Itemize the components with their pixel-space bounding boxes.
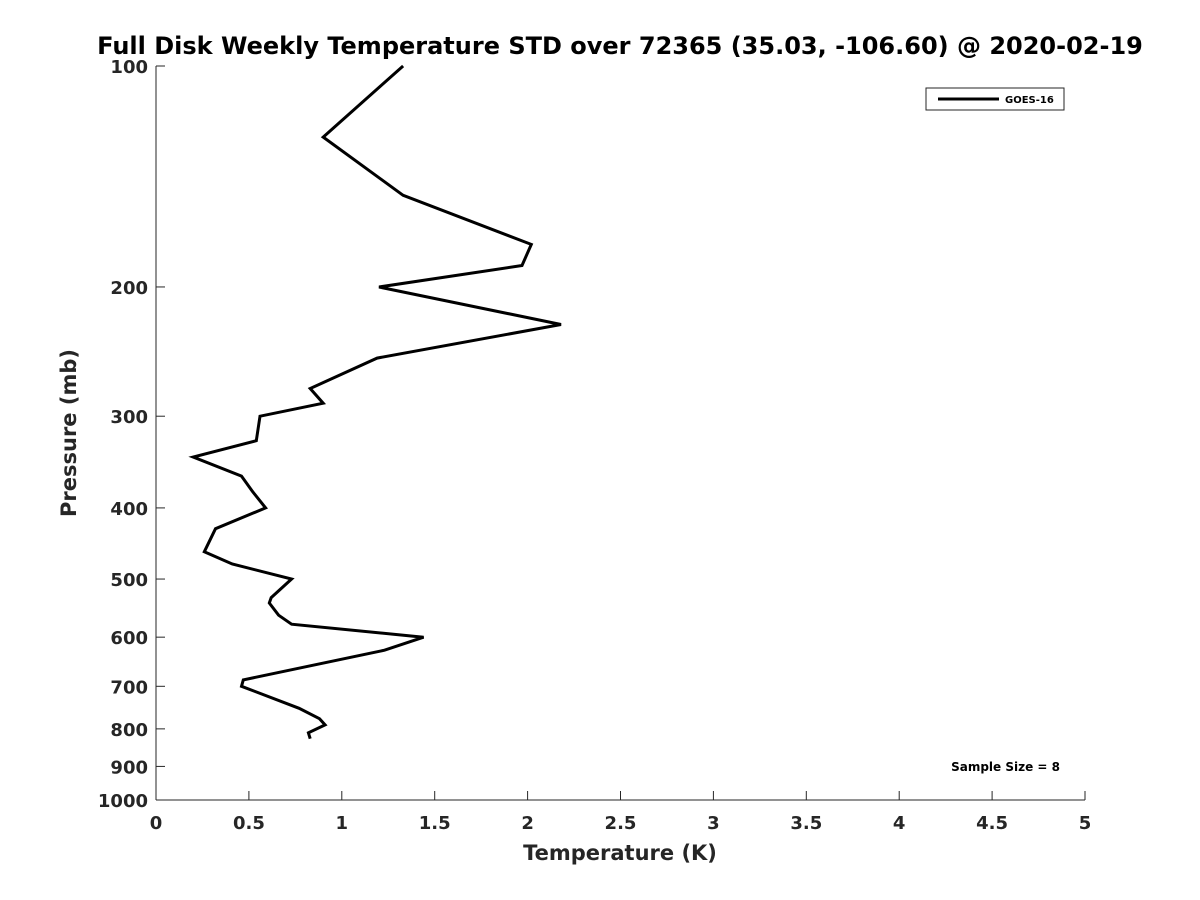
y-tick-label: 800 xyxy=(110,720,148,741)
x-tick-label: 3 xyxy=(707,813,720,834)
chart-title: Full Disk Weekly Temperature STD over 72… xyxy=(97,32,1143,60)
x-tick-label: 1.5 xyxy=(419,813,451,834)
x-tick-label: 2.5 xyxy=(605,813,637,834)
sample-size-annotation: Sample Size = 8 xyxy=(951,760,1060,774)
y-tick-label: 1000 xyxy=(98,791,148,812)
y-tick-label: 900 xyxy=(110,757,148,778)
y-tick-label: 300 xyxy=(110,407,148,428)
x-tick-label: 4.5 xyxy=(976,813,1008,834)
legend: GOES-16 xyxy=(925,87,1065,111)
x-tick-label: 0.5 xyxy=(233,813,265,834)
y-tick-label: 700 xyxy=(110,677,148,698)
y-axis-ticks: 100 200 300 400 500 600 700 800 900 1000 xyxy=(98,57,165,812)
x-axis-label: Temperature (K) xyxy=(523,841,717,865)
series-layer xyxy=(188,64,562,740)
x-tick-label: 3.5 xyxy=(790,813,822,834)
x-tick-label: 0 xyxy=(150,813,163,834)
y-tick-label: 100 xyxy=(110,57,148,78)
x-tick-label: 1 xyxy=(336,813,349,834)
y-tick-label: 500 xyxy=(110,570,148,591)
y-tick-label: 400 xyxy=(110,499,148,520)
x-axis-ticks: 0 0.5 1 1.5 2 2.5 3 3.5 4 4.5 5 xyxy=(150,791,1092,834)
plot-area: 0 0.5 1 1.5 2 2.5 3 3.5 4 4.5 5 100 200 300 400 500 600… xyxy=(98,57,1091,834)
x-tick-label: 2 xyxy=(521,813,534,834)
x-tick-label: 5 xyxy=(1079,813,1092,834)
y-axis-label: Pressure (mb) xyxy=(57,349,81,517)
y-tick-label: 600 xyxy=(110,628,148,649)
y-tick-label: 200 xyxy=(110,278,148,299)
x-tick-label: 4 xyxy=(893,813,906,834)
legend-label-goes-16: GOES-16 xyxy=(1005,95,1054,106)
